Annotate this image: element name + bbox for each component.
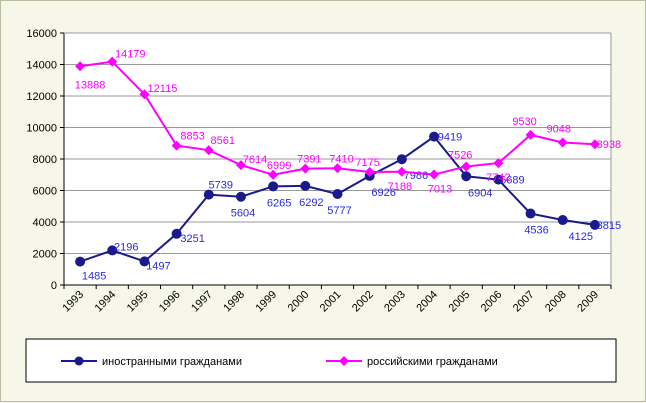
data-label: 8561 [211,135,235,147]
data-label: 7188 [388,181,412,193]
x-tick-label: 2004 [414,289,440,315]
data-label: 14179 [115,49,146,61]
x-tick-label: 2001 [318,289,344,315]
data-point [525,208,536,219]
data-label: 6292 [299,197,323,209]
data-point [493,158,504,169]
y-tick-label: 6000 [33,186,57,198]
x-tick-label: 1999 [253,289,279,315]
x-tick-label: 1996 [157,289,183,315]
data-label: 7175 [355,157,379,169]
y-tick-label: 8000 [33,154,57,166]
data-label: 1485 [82,271,106,283]
legend-box [25,338,617,383]
data-point [107,245,118,256]
data-label: 4125 [568,231,592,243]
data-point [139,256,150,267]
data-label: 2196 [114,241,138,253]
data-label: 9048 [546,123,570,135]
data-label: 6265 [267,197,291,209]
data-label: 7410 [329,153,353,165]
data-label: 12115 [148,83,178,95]
x-tick-label: 2003 [382,289,408,315]
data-point [171,140,182,151]
x-tick-label: 1997 [189,289,215,315]
data-point [396,166,407,177]
data-label: 6926 [371,187,395,199]
x-tick-label: 1994 [93,289,119,315]
x-tick-label: 2008 [543,289,569,315]
data-point [429,131,440,142]
x-tick-label: 2006 [479,289,505,315]
data-label: 6689 [500,175,524,187]
data-point [396,154,407,165]
data-label: 6999 [267,160,291,172]
data-label: 9530 [512,116,536,128]
x-tick-label: 1993 [60,289,86,315]
data-label: 5604 [231,208,255,220]
data-point [235,191,246,202]
data-label: 9419 [438,132,462,144]
data-label: 7614 [243,154,267,166]
x-tick-label: 2009 [575,289,601,315]
data-point [268,169,279,180]
y-tick-label: 2000 [33,249,57,261]
data-label: 6904 [468,187,492,199]
x-tick-label: 1995 [125,289,151,315]
legend-label: иностранными гражданами [102,356,242,368]
data-point [139,89,150,100]
data-label: 5777 [327,205,351,217]
y-tick-label: 0 [51,280,57,292]
y-tick-label: 12000 [26,91,57,103]
data-point [461,171,472,182]
data-point [171,228,182,239]
data-label: 7526 [448,149,472,161]
data-point [332,189,343,200]
x-tick-label: 2000 [286,289,312,315]
data-point [429,169,440,180]
y-tick-label: 10000 [26,123,57,135]
data-point [300,180,311,191]
data-label: 7013 [428,184,452,196]
data-point [525,129,536,140]
data-point [493,174,504,185]
data-label: 1497 [146,260,170,272]
data-label: 3815 [597,220,621,232]
data-point [332,163,343,174]
x-tick-label: 2002 [350,289,376,315]
y-tick-label: 16000 [26,28,57,40]
x-tick-label: 2005 [447,289,473,315]
y-tick-label: 14000 [26,60,57,72]
data-point [203,189,214,200]
y-tick-label: 4000 [33,217,57,229]
data-point [75,61,86,72]
data-point [589,219,600,230]
data-point [589,139,600,150]
data-point [557,215,568,226]
data-point [461,161,472,172]
data-point [203,145,214,156]
legend-label: российскими гражданами [367,356,498,368]
data-label: 3251 [180,233,204,245]
legend-marker [339,356,349,366]
data-point [235,160,246,171]
data-point [75,256,86,267]
x-tick-label: 1998 [221,289,247,315]
data-label: 13888 [75,79,106,91]
data-label: 7742 [486,172,510,184]
data-point [300,163,311,174]
data-point [557,137,568,148]
data-point [107,56,118,67]
data-label: 5739 [209,180,233,192]
data-label: 8938 [597,139,621,151]
data-label: 7391 [297,154,321,166]
legend-marker [74,356,84,366]
data-point [364,166,375,177]
data-point [268,181,279,192]
x-tick-label: 2007 [511,289,537,315]
data-label: 8853 [180,131,204,143]
data-label: 4536 [524,225,548,237]
